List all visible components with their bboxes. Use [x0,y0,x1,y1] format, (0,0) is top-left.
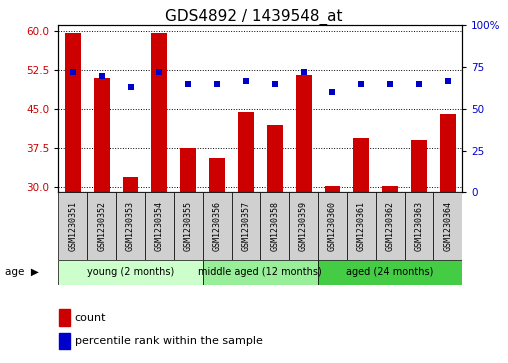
Bar [325,186,340,192]
Bar [411,140,427,192]
Text: GSM1230354: GSM1230354 [155,201,164,251]
Bar [382,186,398,192]
Text: GSM1230359: GSM1230359 [299,201,308,251]
Text: GSM1230353: GSM1230353 [126,201,135,251]
Bar [318,260,462,285]
Bar [376,192,404,260]
Bar [180,148,196,192]
Point [242,78,250,83]
Bar [238,111,254,192]
Point [271,81,279,87]
Bar [58,192,87,260]
Point [213,81,221,87]
Point [415,81,423,87]
Bar [174,192,203,260]
Bar [65,33,81,192]
Text: percentile rank within the sample: percentile rank within the sample [75,336,263,346]
Bar [318,192,347,260]
Text: count: count [75,313,106,323]
Bar [59,309,70,326]
Bar [203,260,318,285]
Bar [203,192,232,260]
Text: GDS4892 / 1439548_at: GDS4892 / 1439548_at [165,9,343,25]
Text: middle aged (12 months): middle aged (12 months) [199,267,322,277]
Point [69,69,77,75]
Text: age  ▶: age ▶ [5,267,39,277]
Bar [122,177,139,192]
Text: GSM1230360: GSM1230360 [328,201,337,251]
Text: GSM1230351: GSM1230351 [69,201,77,251]
Bar [267,125,283,192]
Bar [347,192,376,260]
Text: GSM1230355: GSM1230355 [184,201,193,251]
Bar [354,138,369,192]
Point [155,69,164,75]
Point [184,81,193,87]
Bar [87,192,116,260]
Bar [261,192,289,260]
Point [328,89,336,95]
Text: GSM1230364: GSM1230364 [443,201,452,251]
Text: GSM1230361: GSM1230361 [357,201,366,251]
Text: GSM1230352: GSM1230352 [97,201,106,251]
Text: aged (24 months): aged (24 months) [346,267,434,277]
Bar [440,114,456,192]
Point [386,81,394,87]
Bar [151,33,167,192]
Point [126,84,135,90]
Bar [404,192,433,260]
Bar [58,260,203,285]
Bar [116,192,145,260]
Text: GSM1230363: GSM1230363 [415,201,424,251]
Bar [94,78,110,192]
Bar [59,333,70,349]
Point [98,73,106,78]
Point [300,69,308,75]
Text: GSM1230358: GSM1230358 [270,201,279,251]
Point [444,78,452,83]
Bar [296,75,311,192]
Bar [433,192,462,260]
Bar [145,192,174,260]
Bar [232,192,261,260]
Text: young (2 months): young (2 months) [87,267,174,277]
Bar [289,192,318,260]
Point [357,81,365,87]
Text: GSM1230362: GSM1230362 [386,201,395,251]
Text: GSM1230356: GSM1230356 [212,201,221,251]
Bar [209,159,225,192]
Text: GSM1230357: GSM1230357 [241,201,250,251]
